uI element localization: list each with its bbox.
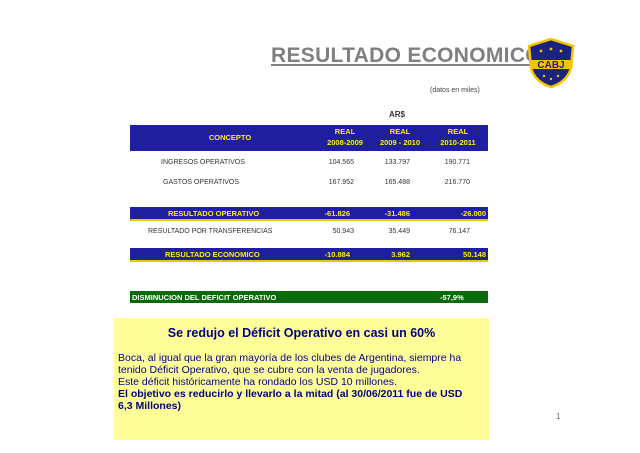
note-line: Boca, al igual que la gran mayoría de lo… [118,352,462,364]
row-resultado-economico-v1: -10.884 [324,250,350,259]
row-gastos-v2: 165.488 [384,179,410,186]
crest-text: CABJ [537,60,564,71]
deficit-label: DISMINUCION DEL DEFICIT OPERATIVO [132,293,277,302]
row-transferencias-v2: 35.449 [388,228,410,235]
resultado-economico-band: RESULTADO ECONOMICO -10.884 3.962 50.148 [130,248,488,260]
header-real-3: REAL [447,127,469,136]
divider-line [130,260,488,262]
resultado-operativo-band: RESULTADO OPERATIVO -61.826 -31.486 -26.… [130,207,488,219]
currency-label: AR$ [389,110,406,119]
row-label-transferencias: RESULTADO POR TRANSFERENCIAS [148,228,273,235]
note-line: Este déficit históricamente ha rondado l… [118,376,397,388]
table-header: CONCEPTO REAL 2008-2009 REAL 2009 - 2010… [130,125,488,151]
header-real-2: REAL [389,127,411,136]
deficit-band: DISMINUCION DEL DEFICIT OPERATIVO -57,9% [130,291,488,303]
note-line-bold: El objetivo es reducirlo y llevarlo a la… [118,388,463,400]
note-heading: Se redujo el Déficit Operativo en casi u… [167,326,436,340]
row-resultado-economico-v2: 3.962 [391,250,410,259]
row-label-gastos: GASTOS OPERATIVOS [163,179,239,186]
header-period-1: 2008-2009 [327,138,363,147]
row-label-resultado-operativo: RESULTADO OPERATIVO [168,209,260,218]
page-title: RESULTADO ECONOMICO [271,44,542,67]
header-period-2: 2009 - 2010 [379,138,421,147]
row-label-resultado-economico: RESULTADO ECONOMICO [165,250,260,259]
row-ingresos-v1: 104.565 [328,159,354,166]
row-ingresos-v3: 190.771 [444,159,470,166]
row-label-ingresos: INGRESOS OPERATIVOS [161,159,245,166]
note-line-bold: 6,3 Millones) [118,400,182,412]
row-gastos-v3: 216.770 [444,179,470,186]
summary-note-box: Se redujo el Déficit Operativo en casi u… [114,318,489,440]
row-resultado-operativo-v3: -26.000 [460,209,486,218]
deficit-value: -57,9% [440,293,464,302]
row-resultado-operativo-v1: -61.826 [324,209,350,218]
row-transferencias-v3: 76.147 [448,228,470,235]
header-real-1: REAL [334,127,356,136]
divider-line [130,219,488,221]
row-ingresos-v2: 133.797 [384,159,410,166]
row-resultado-economico-v3: 50.148 [463,250,486,259]
page-number: 1 [556,412,561,421]
row-gastos-v1: 167.952 [328,179,354,186]
units-note: (datos en miles) [430,87,480,94]
club-crest-logo: CABJ [527,38,575,88]
row-transferencias-v1: 50.943 [332,228,354,235]
header-concepto: CONCEPTO [208,133,252,142]
header-period-3: 2010-2011 [440,138,476,147]
row-resultado-operativo-v2: -31.486 [384,209,410,218]
note-line: tenido Déficit Operativo, que se cubre c… [118,364,420,376]
